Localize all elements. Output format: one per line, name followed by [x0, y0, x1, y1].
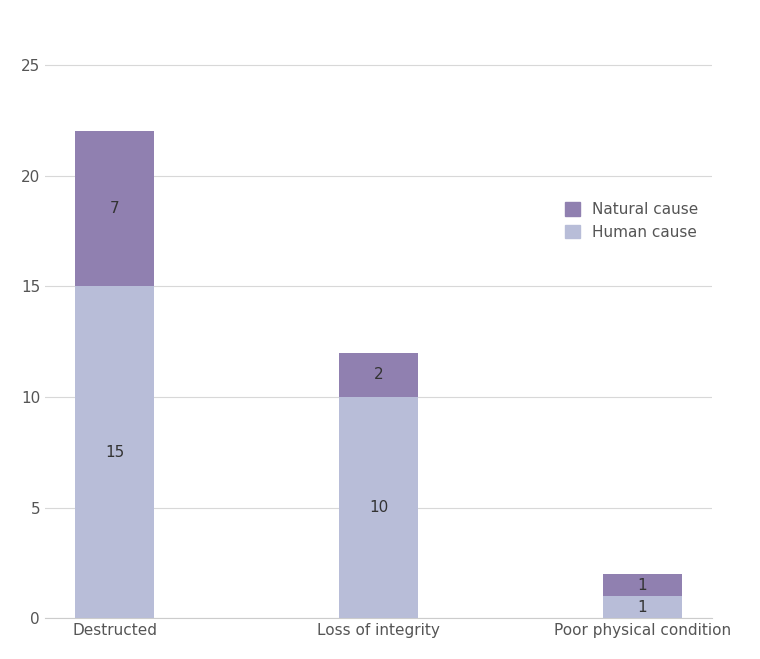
Bar	[339, 397, 418, 618]
Text: 10: 10	[369, 500, 388, 515]
Text: 2: 2	[374, 367, 384, 382]
Bar	[603, 574, 682, 596]
Bar	[75, 132, 154, 287]
Text: 15: 15	[105, 445, 125, 460]
Text: 1: 1	[638, 577, 648, 592]
Bar	[603, 596, 682, 618]
Legend: Natural cause, Human cause: Natural cause, Human cause	[559, 196, 705, 246]
Bar	[339, 353, 418, 397]
Text: 7: 7	[110, 202, 119, 216]
Bar	[75, 287, 154, 618]
Text: 1: 1	[638, 600, 648, 615]
